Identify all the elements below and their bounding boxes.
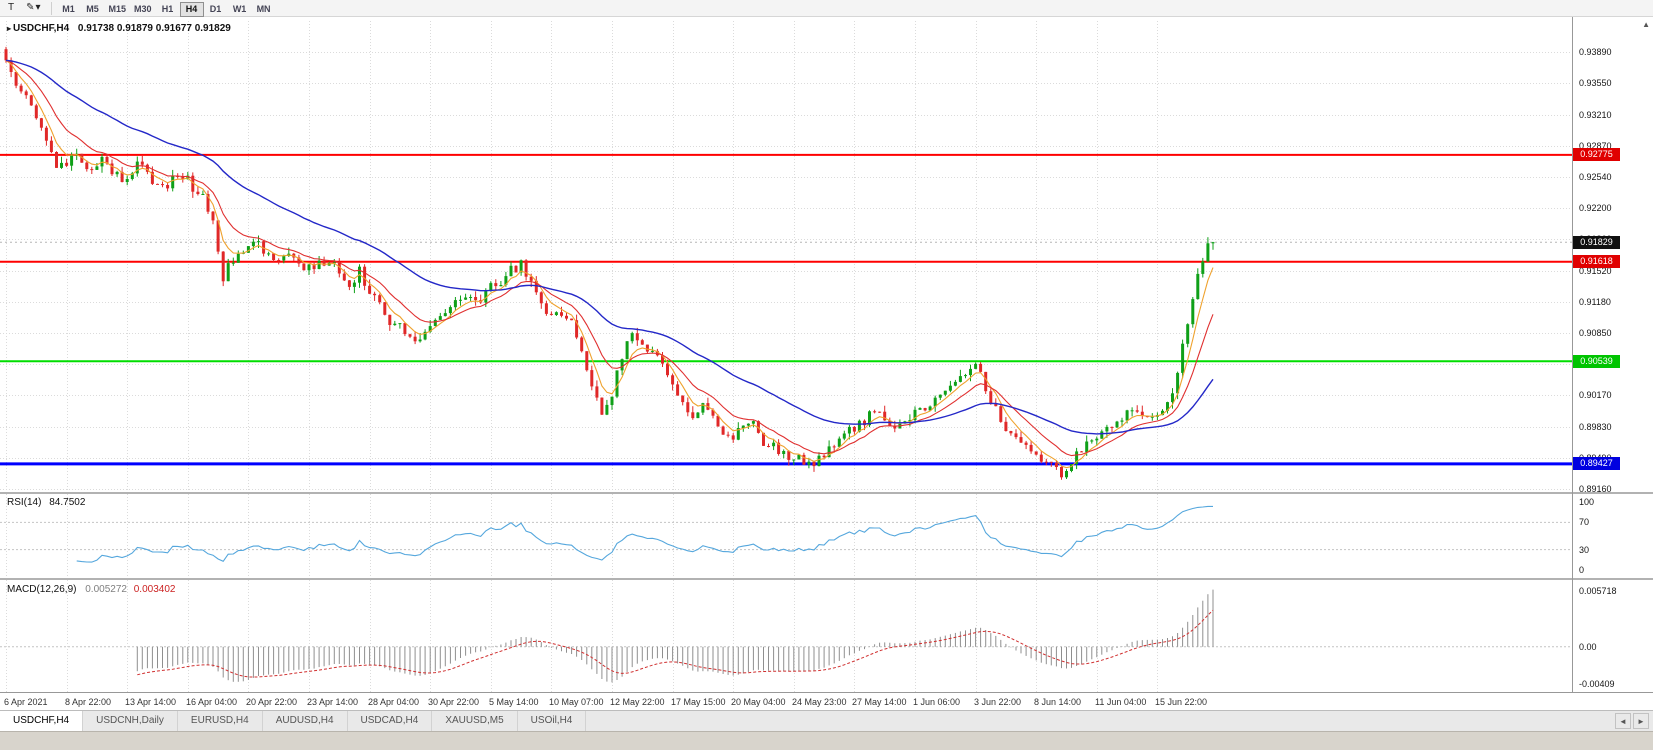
time-axis-label: 20 Apr 22:00 [246,697,298,707]
chart-tab[interactable]: XAUUSD,M5 [432,711,518,731]
chart-tab-bar: USDCHF,H4 USDCNH,Daily EURUSD,H4 AUDUSD,H4 U… [0,710,1653,731]
macd-axis-label: 0.00 [1579,642,1597,652]
chart-ohlc-values: 0.91738 0.91879 0.91677 0.91829 [77,23,231,34]
time-axis-label: 30 Apr 22:00 [428,697,480,707]
title-marker-icon: ▸ [7,24,12,33]
timeframe-button-m30[interactable]: M30 [130,2,156,17]
chart-tab[interactable]: USDCNH,Daily [83,711,178,731]
price-axis-label: 0.92540 [1579,172,1612,182]
tabs-scroll-right-button[interactable]: ► [1633,713,1649,729]
macd-label: MACD(12,26,9) 0.005272 0.003402 [7,584,175,595]
chart-window: ▸ USDCHF,H4 0.91738 0.91879 0.91677 0.918… [0,17,1653,710]
time-axis-label: 27 May 14:00 [852,697,907,707]
rsi-axis-label: 70 [1579,517,1590,527]
time-axis-label: 10 May 07:00 [549,697,604,707]
price-axis-label: 0.91520 [1579,266,1612,276]
rsi-label: RSI(14) 84.7502 [7,497,85,508]
timeframe-button-d1[interactable]: D1 [204,2,228,17]
status-strip [0,731,1653,750]
tab-nav: ◄ ► [1615,713,1649,729]
price-axis-label: 0.93550 [1579,78,1612,88]
chart-title: ▸ USDCHF,H4 0.91738 0.91879 0.91677 0.918… [7,23,231,34]
time-axis: 6 Apr 2021 8 Apr 22:00 13 Apr 14:00 16 Apr … [0,692,1653,710]
rsi-axis-label: 30 [1579,545,1590,555]
time-axis-label: 1 Jun 06:00 [913,697,961,707]
macd-indicator-canvas[interactable] [0,580,1572,692]
tabs: USDCHF,H4 USDCNH,Daily EURUSD,H4 AUDUSD,H4 U… [0,711,1653,731]
time-axis-label: 8 Apr 22:00 [65,697,112,707]
toolbar: T ✎ ▾ M1 M5 M15 M30 H1 H4 D1 W1 MN [0,0,1653,17]
time-axis-label: 12 May 22:00 [610,697,665,707]
rsi-axis-label: 100 [1579,497,1595,507]
pencil-icon: ✎ [26,2,35,13]
price-axis-label: 0.89830 [1579,422,1612,432]
timeframe-button-w1[interactable]: W1 [228,2,252,17]
time-axis-label: 13 Apr 14:00 [125,697,177,707]
price-axis-label: 0.91180 [1579,297,1611,307]
price-axis-label: 0.93210 [1579,110,1612,120]
timeframe-button-h1[interactable]: H1 [156,2,180,17]
timeframe-button-h4[interactable]: H4 [179,1,204,17]
hline-price-tag: 0.90539 [1573,355,1620,368]
panel-separator[interactable] [0,492,1653,494]
toolbar-separator [50,1,52,15]
hline-price-tag: 0.91618 [1573,255,1620,268]
chart-tab[interactable]: USDCAD,H4 [347,711,433,731]
price-axis-label: 0.89160 [1579,484,1612,494]
macd-signal-value: 0.003402 [133,584,176,595]
time-axis-label: 23 Apr 14:00 [307,697,359,707]
price-axis-label: 0.90850 [1579,328,1612,338]
scroll-up-icon[interactable]: ▲ [1642,20,1650,29]
timeframe-group: M1 M5 M15 M30 H1 H4 D1 W1 MN [57,0,276,17]
rsi-indicator-canvas[interactable] [0,494,1572,578]
time-axis-label: 16 Apr 04:00 [186,697,238,707]
timeframe-button-m15[interactable]: M15 [105,2,131,17]
chart-tab[interactable]: AUDUSD,H4 [262,711,348,731]
panel-separator[interactable] [0,578,1653,580]
chart-tab[interactable]: USOil,H4 [517,711,587,731]
time-axis-label: 8 Jun 14:00 [1034,697,1082,707]
price-axis-label: 0.90170 [1579,390,1612,400]
timeframe-button-m1[interactable]: M1 [57,2,81,17]
chevron-down-icon: ▾ [35,2,41,13]
time-axis-label: 28 Apr 04:00 [368,697,420,707]
price-axis-label: 0.93890 [1579,47,1612,57]
chart-symbol-label: USDCHF,H4 [13,23,70,34]
time-axis-label: 20 May 04:00 [731,697,786,707]
macd-axis-label: 0.005718 [1579,586,1617,596]
rsi-name: RSI(14) [7,497,42,508]
rsi-axis-label: 0 [1579,565,1585,575]
macd-main-value: 0.005272 [85,584,127,595]
price-chart-canvas[interactable] [0,21,1572,492]
time-axis-label: 3 Jun 22:00 [974,697,1022,707]
price-axis-label: 0.92200 [1579,203,1612,213]
macd-axis-label: -0.00409 [1579,679,1615,689]
hline-price-tag: 0.89427 [1573,457,1620,470]
time-axis-label: 5 May 14:00 [489,697,539,707]
time-axis-label: 6 Apr 2021 [4,697,48,707]
macd-name: MACD(12,26,9) [7,584,77,595]
tabs-scroll-left-button[interactable]: ◄ [1615,713,1631,729]
draw-tool-button[interactable]: ✎ ▾ [21,1,45,16]
time-axis-label: 24 May 23:00 [792,697,847,707]
chart-tab[interactable]: USDCHF,H4 [0,711,84,731]
text-tool-button[interactable]: T [3,1,19,16]
time-axis-label: 11 Jun 04:00 [1095,697,1147,707]
price-axis-label: 0.92870 [1579,141,1612,151]
time-axis-label: 17 May 15:00 [671,697,726,707]
timeframe-button-m5[interactable]: M5 [81,2,105,17]
rsi-value: 84.7502 [49,497,86,508]
hline-price-tag: 0.92775 [1573,148,1620,161]
current-price-tag: 0.91829 [1573,236,1620,249]
time-axis-label: 15 Jun 22:00 [1155,697,1208,707]
price-axis: ▲ 0.93890 0.93550 0.93210 0.92870 0.92540 0.9… [1572,17,1653,692]
timeframe-button-mn[interactable]: MN [252,2,276,17]
chart-tab[interactable]: EURUSD,H4 [177,711,263,731]
